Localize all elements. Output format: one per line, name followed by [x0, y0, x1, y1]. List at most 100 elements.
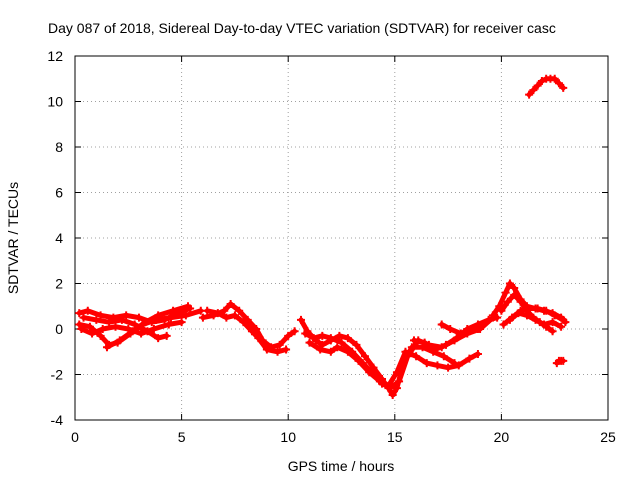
data-point: [525, 90, 534, 99]
data-point: [548, 318, 557, 327]
data-point: [452, 334, 461, 343]
data-point: [239, 318, 248, 327]
data-point: [343, 334, 352, 343]
data-point: [284, 331, 293, 340]
data-point: [247, 327, 256, 336]
data-point: [83, 306, 92, 315]
plot-frame: [74, 55, 609, 421]
data-point: [510, 290, 519, 299]
data-point: [282, 345, 291, 354]
data-point: [305, 338, 314, 347]
series-trail: [307, 340, 481, 389]
data-point: [122, 311, 131, 320]
data-point: [360, 352, 369, 361]
y-tick-label: 8: [55, 139, 63, 155]
data-point: [220, 306, 229, 315]
data-point: [444, 363, 453, 372]
data-point: [493, 313, 502, 322]
y-tick-label: 2: [55, 276, 63, 292]
data-point: [384, 381, 393, 390]
data-point: [134, 313, 143, 322]
x-axis-title: GPS time / hours: [288, 458, 395, 474]
data-point: [433, 361, 442, 370]
data-point: [343, 347, 352, 356]
series-track-e: [102, 302, 192, 352]
series-track-f: [198, 299, 299, 352]
data-point: [169, 306, 178, 315]
data-point: [203, 306, 212, 315]
data-point: [79, 313, 88, 322]
data-point: [559, 315, 568, 324]
data-point: [375, 377, 384, 386]
data-point: [296, 315, 305, 324]
data-point: [96, 311, 105, 320]
data-point: [369, 363, 378, 372]
x-tick-label: 5: [178, 429, 186, 445]
series-track-p: [505, 309, 566, 331]
data-point: [128, 327, 137, 336]
tick-layer: 0 5 10 15 20 25 -4 -2 0 2 4 6 8 10 12: [47, 48, 616, 445]
data-point: [75, 309, 84, 318]
grid-layer: [75, 56, 608, 420]
data-point: [465, 354, 474, 363]
data-point: [540, 320, 549, 329]
series-track-h: [296, 315, 459, 399]
data-point: [465, 327, 474, 336]
data-point: [243, 315, 252, 324]
data-point: [388, 390, 397, 399]
x-tick-label: 0: [71, 429, 79, 445]
data-point: [335, 331, 344, 340]
data-point: [318, 331, 327, 340]
y-tick-label: -4: [51, 412, 64, 428]
data-point: [166, 313, 175, 322]
data-point: [559, 83, 568, 92]
data-point: [533, 304, 542, 313]
data-point: [441, 340, 450, 349]
data-point: [531, 315, 540, 324]
data-point: [484, 315, 493, 324]
data-point: [85, 322, 94, 331]
data-point: [473, 350, 482, 359]
data-point: [162, 331, 171, 340]
data-point: [333, 343, 342, 352]
data-point: [548, 327, 557, 336]
data-point: [154, 334, 163, 343]
data-point: [88, 329, 97, 338]
data-point: [437, 320, 446, 329]
data-point: [75, 320, 84, 329]
series-trail: [298, 317, 457, 398]
data-point: [542, 306, 551, 315]
data-point: [554, 79, 563, 88]
data-point: [102, 343, 111, 352]
x-tick-label: 20: [494, 429, 510, 445]
data-point: [497, 306, 506, 315]
data-point: [235, 306, 244, 315]
data-point: [77, 325, 86, 333]
series-trail: [204, 308, 289, 355]
data-point: [454, 361, 463, 370]
data-point: [92, 315, 101, 324]
data-point: [412, 352, 421, 361]
data-point: [522, 311, 531, 320]
y-tick-label: 4: [55, 230, 63, 246]
data-point: [505, 279, 514, 288]
series-track-l: [437, 320, 482, 338]
series-track-r: [525, 74, 568, 99]
x-tick-label: 10: [280, 429, 296, 445]
data-point: [230, 311, 239, 320]
data-point: [275, 340, 284, 349]
data-point: [514, 309, 523, 318]
data-point: [501, 288, 510, 297]
data-point: [262, 345, 271, 354]
data-point: [446, 325, 455, 333]
series-track-q: [552, 356, 568, 368]
series-track-g: [203, 306, 291, 356]
data-point: [529, 86, 538, 95]
data-point: [226, 299, 235, 308]
data-point: [516, 297, 525, 306]
data-point: [557, 322, 566, 331]
data-point: [409, 336, 418, 345]
data-point: [115, 336, 124, 345]
data-point: [96, 331, 105, 340]
data-point: [392, 368, 401, 377]
